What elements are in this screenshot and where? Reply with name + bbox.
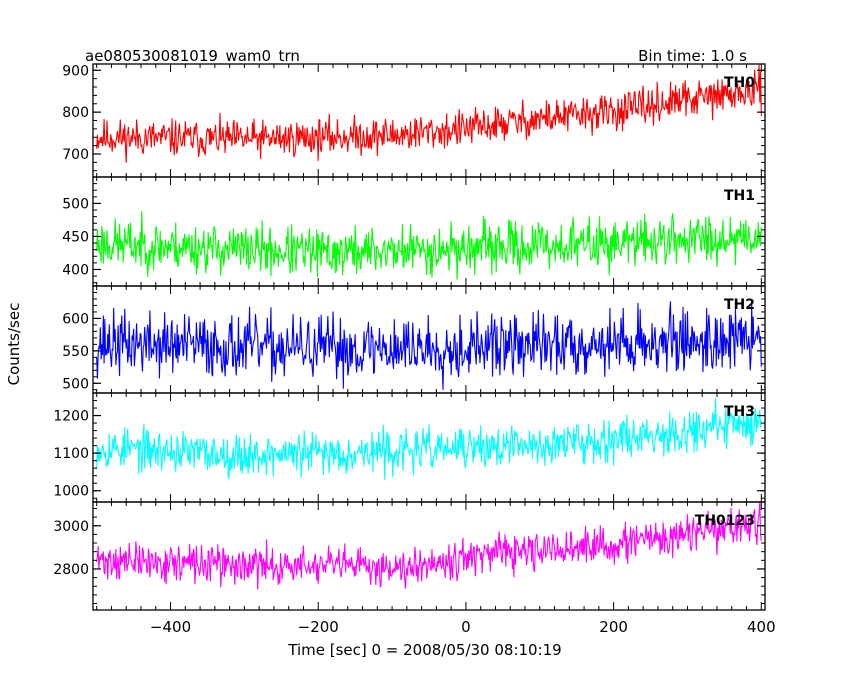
panel-label-th3: TH3 <box>724 404 755 420</box>
y-tick-label: 1000 <box>53 484 89 500</box>
series-line-th0123 <box>96 502 762 590</box>
y-tick-label: 450 <box>62 229 89 245</box>
x-axis-label: Time [sec] 0 = 2008/05/30 08:10:19 <box>287 641 561 659</box>
panel-label-th0123: TH0123 <box>695 513 755 529</box>
panel-label-th0: TH0 <box>724 75 755 91</box>
y-tick-label: 400 <box>62 262 89 278</box>
x-tick-label: 200 <box>599 618 628 636</box>
panel-th3: 1000 1100 1200 TH3 <box>53 392 766 503</box>
series-line-th0 <box>96 64 762 163</box>
chart-title: ae080530081019_wam0_trn <box>85 47 300 66</box>
panel-frame <box>92 501 766 611</box>
y-tick-label: 1100 <box>53 446 89 462</box>
panel-label-th2: TH2 <box>724 297 755 313</box>
y-tick-label: 700 <box>62 147 89 163</box>
series-line-th2 <box>96 301 762 390</box>
y-tick-label: 1200 <box>53 409 89 425</box>
y-tick-label: 600 <box>62 311 89 327</box>
y-tick-label: 800 <box>62 105 89 121</box>
panel-th1: 400 450 500 TH1 <box>62 176 766 287</box>
y-tick-label: 900 <box>62 63 89 79</box>
y-tick-label: 500 <box>62 376 89 392</box>
panel-th0: 700 800 900 TH0 <box>62 63 766 178</box>
panels: 700 800 900 TH0 400 450 500 TH1 500 550 600 TH2 1000… <box>53 63 775 636</box>
panel-th2: 500 550 600 TH2 <box>62 285 766 394</box>
series-line-th3 <box>96 397 762 480</box>
panel-frame <box>92 63 766 178</box>
x-tick-label: 0 <box>461 618 471 636</box>
panel-th0123: 2800 3000 TH0123 <box>53 501 766 611</box>
bin-time-label: Bin time: 1.0 s <box>638 47 747 65</box>
y-tick-label: 500 <box>62 196 89 212</box>
x-tick-label: 400 <box>747 618 776 636</box>
panel-label-th1: TH1 <box>724 188 755 204</box>
x-tick-label: −400 <box>150 618 191 636</box>
y-tick-label: 550 <box>62 344 89 360</box>
x-tick-label: −200 <box>298 618 339 636</box>
y-axis-label: Counts/sec <box>5 303 23 386</box>
series-line-th1 <box>96 211 762 280</box>
y-tick-label: 3000 <box>53 519 89 535</box>
y-tick-label: 2800 <box>53 562 89 578</box>
